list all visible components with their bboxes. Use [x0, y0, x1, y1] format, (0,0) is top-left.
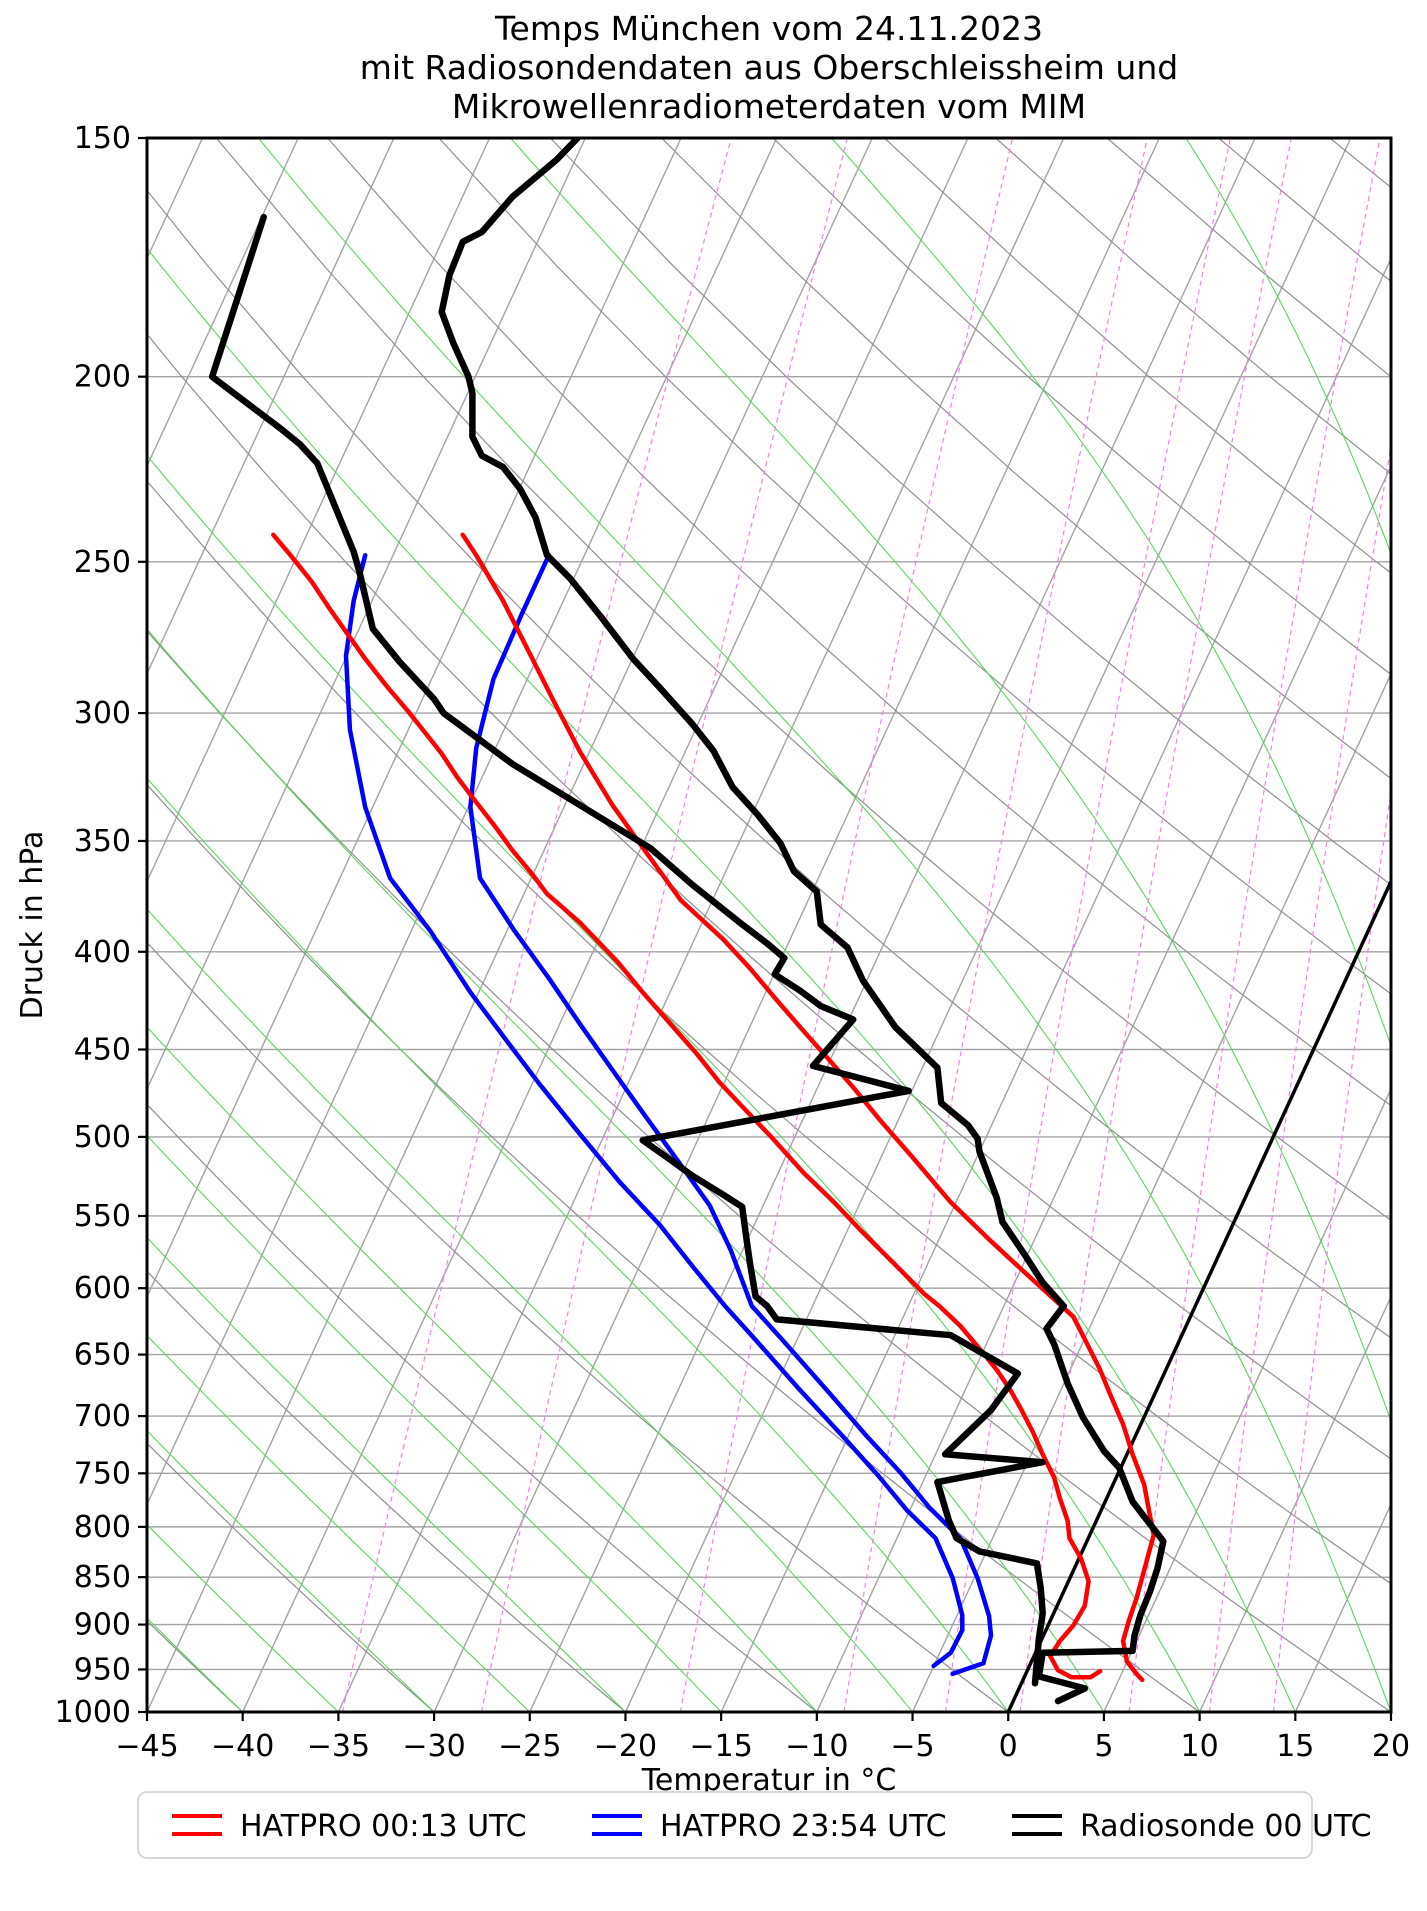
x-tick-label: 20	[1372, 1729, 1410, 1764]
curve-hatpro-0013-temperature	[460, 532, 1156, 1683]
legend: HATPRO 00:13 UTC HATPRO 23:54 UTC Radioson…	[137, 1791, 1372, 1859]
x-tick-label: 10	[1181, 1729, 1219, 1764]
dry-adiabat-lines	[147, 138, 1391, 1712]
legend-box	[137, 1791, 1313, 1859]
x-tick-label: 5	[1094, 1729, 1113, 1764]
x-tick-label: −40	[211, 1729, 274, 1764]
legend-item-label: HATPRO 23:54 UTC	[660, 1809, 947, 1844]
curve-hatpro-2354-dewpoint	[343, 552, 965, 1669]
x-tick-label: −25	[498, 1729, 561, 1764]
x-tick-label: −5	[890, 1729, 934, 1764]
legend-item-2: HATPRO 23:54 UTC	[592, 1809, 947, 1844]
x-tick-label: −35	[307, 1729, 370, 1764]
y-tick-label: 650	[74, 1338, 131, 1373]
y-tick-label: 200	[74, 360, 131, 395]
y-tick-label: 900	[74, 1608, 131, 1643]
y-tick-label: 400	[74, 935, 131, 970]
x-tick-label: 0	[999, 1729, 1018, 1764]
x-tick-label: −30	[402, 1729, 465, 1764]
curve-hatpro-2354-temperature	[468, 552, 994, 1677]
curve-radiosonde-dewpoint	[208, 213, 1046, 1687]
y-axis-ticks: 150 200 250 300 350 400 450 500 550 600 650 700 750 8…	[55, 121, 147, 1730]
y-tick-label: 600	[74, 1271, 131, 1306]
y-tick-label: 950	[74, 1652, 131, 1687]
x-tick-label: −20	[594, 1729, 657, 1764]
y-tick-label: 150	[74, 121, 131, 156]
y-tick-label: 350	[74, 824, 131, 859]
y-tick-label: 250	[74, 545, 131, 580]
x-tick-label: −15	[689, 1729, 752, 1764]
legend-item-label: Radiosonde 00 UTC	[1080, 1809, 1372, 1844]
y-tick-label: 700	[74, 1399, 131, 1434]
plot-border	[145, 136, 1393, 1714]
chart-title-line-3: Mikrowellenradiometerdaten vom MIM	[452, 87, 1086, 126]
x-tick-label: −10	[785, 1729, 848, 1764]
legend-item-label: HATPRO 00:13 UTC	[240, 1809, 527, 1844]
chart-title-line-2: mit Radiosondendaten aus Oberschleisshei…	[360, 48, 1178, 87]
y-tick-label: 750	[74, 1456, 131, 1491]
legend-item-3: Radiosonde 00 UTC	[1012, 1809, 1372, 1844]
y-axis-label: Druck in hPa	[15, 831, 50, 1020]
curve-hatpro-0013-dewpoint	[271, 532, 1103, 1680]
moist-adiabat-lines	[147, 138, 1391, 1712]
curve-radiosonde-temperature	[438, 138, 1167, 1705]
y-tick-label: 450	[74, 1032, 131, 1067]
y-tick-label: 550	[74, 1199, 131, 1234]
y-tick-label: 500	[74, 1120, 131, 1155]
x-axis-ticks: −45 −40 −35 −30 −25 −20 −15 −10 −5 0 5 10 15 20	[115, 1712, 1410, 1764]
chart-title-line-1: Temps München vom 24.11.2023	[494, 9, 1043, 48]
y-tick-label: 800	[74, 1510, 131, 1545]
x-tick-label: −45	[115, 1729, 178, 1764]
y-tick-label: 1000	[55, 1695, 131, 1730]
legend-item-1: HATPRO 00:13 UTC	[172, 1809, 527, 1844]
plot-area	[147, 138, 1391, 1712]
y-tick-label: 300	[74, 696, 131, 731]
x-tick-label: 15	[1276, 1729, 1314, 1764]
y-tick-label: 850	[74, 1560, 131, 1595]
